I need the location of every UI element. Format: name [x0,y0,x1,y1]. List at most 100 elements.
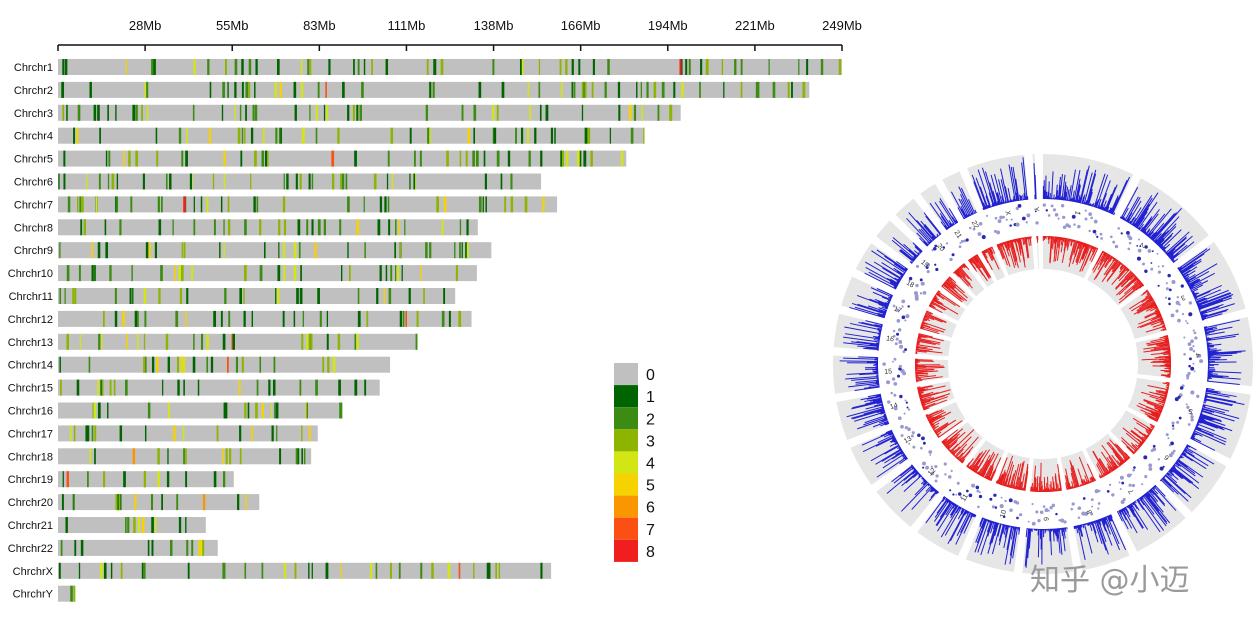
circos-bar [997,192,1002,205]
circos-bar [1146,292,1150,295]
circos-bar [1207,370,1242,374]
circos-bar [1153,300,1155,303]
circos-point [1170,441,1174,446]
circos-bar [1068,185,1072,202]
circos-point [1165,282,1168,285]
circos-bar [973,255,982,269]
circos-bar [977,169,992,208]
circos-bar [932,426,936,429]
circos-bar [863,347,879,351]
chromosome-label: Chrchr20 [8,497,53,509]
circos-bar [966,458,974,468]
circos-bar [897,446,901,449]
circos-bar [1117,267,1129,280]
density-band [76,379,80,396]
circos-bar [1092,477,1095,482]
circos-bar [1118,283,1144,304]
circos-bar [1138,444,1142,448]
circos-bar [977,468,982,475]
circos-bar [915,470,918,474]
legend-label: 3 [646,433,655,450]
density-band [185,448,187,465]
density-band [303,448,306,465]
circos-bar [1057,237,1061,248]
circos-bar [1022,194,1024,201]
circos-bar [856,294,889,308]
circos-bar [936,236,938,238]
circos-bar [1176,460,1179,463]
density-band [87,471,89,488]
circos-bar [1154,484,1166,497]
circos-bar [971,212,974,215]
circos-bar [1172,260,1175,263]
circos-bar [1113,212,1116,216]
circos-bar [1160,328,1167,331]
circos-bar [1090,521,1093,526]
chromosome-row: Chrchr13 [8,333,418,350]
circos-bar [1066,475,1070,490]
density-band [757,81,760,98]
circos-bar [936,498,948,514]
circos-bar [1206,343,1222,347]
density-band [153,59,156,75]
circos-bar [1079,241,1082,245]
circos-bar [884,301,890,305]
circos-bar [1141,358,1171,361]
circos-bar [1146,213,1166,237]
density-band [183,242,186,259]
circos-bar [960,512,971,533]
circos-bar [1191,435,1196,438]
circos-bar [1079,243,1088,264]
circos-bar [1052,528,1055,542]
circos-bar [1104,474,1107,476]
circos-bar [973,255,979,263]
density-band [326,333,329,350]
circos-bar [893,286,897,289]
circos-point [1183,352,1186,356]
circos-bar [1099,252,1107,265]
circos-sector-label: 6 [1163,453,1170,461]
circos-bar [922,320,925,322]
circos-bar [1073,170,1081,203]
circos-bar [1150,315,1162,322]
chromosome-label: Chrchr1 [14,62,53,74]
circos-bar [1197,292,1232,307]
chromosome-bar [58,242,492,259]
circos-bar [1145,229,1151,236]
circos-bar [880,410,886,413]
circos-bar [988,247,995,260]
circos-bar [930,416,946,426]
circos-bar [998,524,1004,542]
circos-bar [963,263,967,268]
circos-bar [898,278,902,281]
circos-bar [1192,292,1200,297]
density-band [62,104,65,121]
circos-bar [968,214,971,217]
circos-point [1193,331,1197,335]
circos-bar [1018,527,1021,535]
density-band [59,356,61,373]
circos-bar [944,225,948,230]
density-band [223,173,226,190]
circos-bar [1106,262,1122,282]
circos-point [922,461,926,466]
circos-bar [1121,274,1135,288]
circos-point [893,381,898,386]
circos-point [1185,320,1187,322]
circos-bar [1019,238,1026,268]
circos-bar [1118,269,1130,282]
circos-point [1172,427,1175,430]
density-band [413,173,416,190]
circos-point [1190,339,1194,344]
density-band [222,448,224,465]
circos-bar [934,423,949,433]
circos-point [1026,213,1031,218]
density-band [89,81,92,98]
circos-bar [889,433,894,436]
circos-bar [1133,197,1153,227]
circos-point [897,328,902,332]
circos-bar [1106,471,1109,475]
circos-bar [938,234,941,236]
circos-bar [1170,244,1188,260]
circos-bar [1098,475,1102,479]
